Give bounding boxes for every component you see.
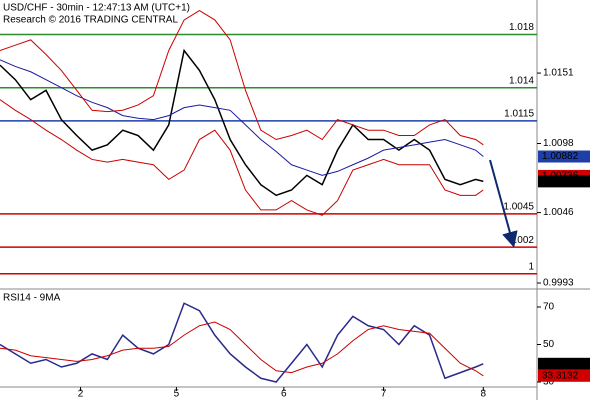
price-marker: [538, 357, 590, 370]
level-label: 1.0115: [504, 109, 534, 120]
price-marker-label: 33.3132: [542, 370, 579, 381]
series-line: [0, 99, 484, 216]
y-tick-label: 1.0046: [543, 207, 574, 218]
x-tick-label: 2: [78, 389, 84, 400]
forecast-arrow: [489, 159, 518, 248]
series-line: [0, 10, 484, 146]
chart-title: USD/CHF - 30min - 12:47:13 AM (UTC+1): [3, 3, 190, 14]
y-tick-label: 50: [543, 339, 555, 350]
y-tick-label: 0.9993: [543, 278, 574, 289]
x-tick-label: 7: [381, 389, 387, 400]
x-tick-label: 5: [174, 389, 180, 400]
price-marker-label: 1.00882: [542, 151, 579, 162]
series-line: [0, 302, 484, 383]
price-marker-label: 39.6998: [542, 358, 579, 369]
level-label: 1.002: [509, 235, 534, 246]
y-tick-label: 1.0151: [543, 68, 574, 79]
y-tick-label: 30: [543, 377, 555, 388]
series-line: [0, 321, 484, 377]
level-label: 1.018: [509, 22, 534, 33]
chart-subtitle: Research © 2016 TRADING CENTRAL: [3, 15, 178, 26]
price-marker: [538, 369, 590, 382]
x-tick-label: 6: [281, 389, 287, 400]
level-label: 1.014: [509, 75, 534, 86]
price-marker-label: 1.00695: [542, 176, 579, 187]
y-tick-label: 1.0098: [543, 138, 574, 149]
y-tick-label: 70: [543, 302, 555, 313]
price-marker: [538, 175, 590, 188]
series-line: [0, 48, 484, 197]
x-tick-label: 8: [481, 389, 487, 400]
level-label: 1.0045: [503, 202, 534, 213]
rsi-title: RSI14 - 9MA: [3, 293, 61, 304]
level-label: 1: [528, 261, 534, 272]
price-marker: [538, 150, 590, 163]
series-line: [0, 59, 484, 176]
